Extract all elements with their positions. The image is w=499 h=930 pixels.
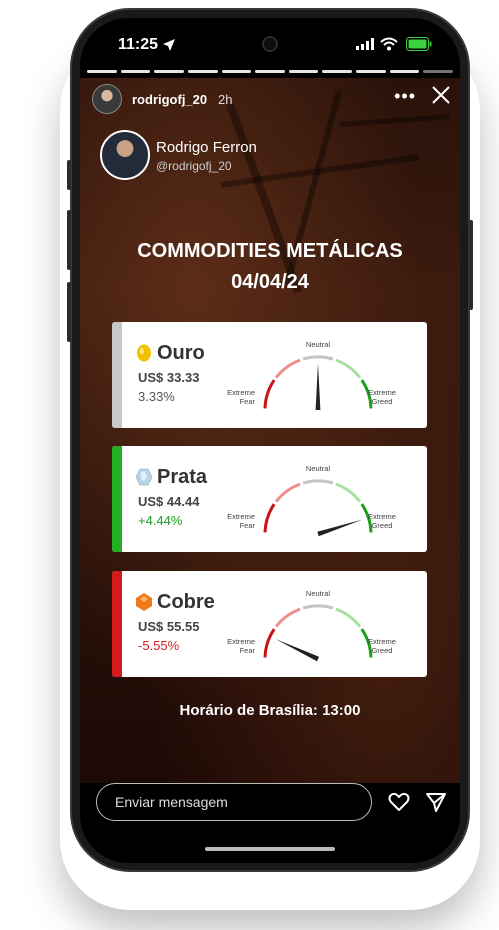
gauge-label-extreme-greed: Greed bbox=[372, 397, 393, 406]
metal-change: 3.33% bbox=[138, 389, 175, 404]
heart-icon[interactable] bbox=[387, 790, 411, 814]
card-stripe bbox=[112, 322, 122, 428]
gauge-label-extreme-fear: Fear bbox=[240, 646, 256, 655]
gold-nugget-icon bbox=[137, 344, 151, 362]
metal-card-cobre: Cobre US$ 55.55 -5.55% Neutral Extreme Fea… bbox=[112, 571, 427, 677]
gauge-label-neutral: Neutral bbox=[306, 340, 331, 349]
gauge-segment-greed bbox=[360, 628, 373, 658]
metal-price: US$ 33.33 bbox=[138, 370, 200, 385]
front-camera bbox=[262, 36, 278, 52]
gauge-label-extreme-fear: Extreme bbox=[227, 388, 255, 397]
card-stripe bbox=[112, 446, 122, 552]
progress-segment bbox=[356, 70, 386, 73]
gauge-segment-greed-light bbox=[335, 607, 362, 628]
metal-price: US$ 44.44 bbox=[138, 494, 200, 509]
progress-segment bbox=[322, 70, 353, 73]
close-icon[interactable] bbox=[430, 84, 452, 106]
metal-card-ouro: Ouro US$ 33.33 3.33% Neutral Extreme Fear E… bbox=[112, 322, 427, 428]
metal-name: Cobre bbox=[157, 591, 215, 613]
gauge-needle bbox=[315, 363, 321, 410]
metal-name: Ouro bbox=[157, 342, 205, 364]
send-message-input[interactable]: Enviar mensagem bbox=[96, 783, 372, 821]
progress-segment bbox=[87, 70, 117, 73]
gauge-label-extreme-greed: Extreme bbox=[368, 637, 396, 646]
story-header: rodrigofj_20 2h ••• bbox=[92, 84, 452, 118]
status-time: 11:25 bbox=[118, 36, 159, 53]
page-title: COMMODITIES METÁLICAS 04/04/24 bbox=[80, 236, 460, 298]
more-options-button[interactable]: ••• bbox=[394, 86, 416, 106]
gauge-segment-greed-light bbox=[335, 358, 362, 379]
gauge-needle bbox=[317, 519, 363, 537]
gauge-segment-fear-light bbox=[274, 607, 301, 628]
progress-segment bbox=[221, 70, 252, 73]
home-indicator bbox=[205, 847, 335, 851]
metal-name: Prata bbox=[157, 466, 208, 488]
metal-card-prata: Prata US$ 44.44 +4.44% Neutral Extreme Fea… bbox=[112, 446, 427, 552]
card-stripe bbox=[112, 571, 122, 677]
story-username[interactable]: rodrigofj_20 bbox=[132, 92, 208, 107]
progress-segment bbox=[389, 70, 420, 73]
mute-switch bbox=[67, 160, 71, 190]
copper-gem-icon bbox=[136, 593, 152, 611]
volume-up-button bbox=[67, 210, 71, 270]
gauge-segment-neutral bbox=[302, 355, 334, 361]
gauge-segment-fear bbox=[263, 503, 276, 533]
volume-down-button bbox=[67, 282, 71, 342]
gauge-label-extreme-fear: Extreme bbox=[227, 637, 255, 646]
silver-crystal-icon bbox=[135, 468, 153, 486]
progress-segment bbox=[255, 70, 285, 73]
status-bar: 11:25 bbox=[80, 18, 460, 68]
title-line-2: 04/04/24 bbox=[231, 271, 309, 293]
metal-change: +4.44% bbox=[138, 513, 183, 528]
profile-handle: @rodrigofj_20 bbox=[156, 159, 232, 173]
progress-segment bbox=[187, 70, 218, 73]
gauge-segment-greed bbox=[360, 503, 373, 533]
phone-screen: 11:25 rodrigofj_20 2h ••• Rodri bbox=[80, 18, 460, 863]
gauge-segment-fear bbox=[263, 379, 276, 409]
progress-segment bbox=[423, 70, 454, 73]
gauge-segment-fear-light bbox=[274, 358, 301, 379]
gauge-label-extreme-greed: Extreme bbox=[368, 388, 396, 397]
gauge-segment-neutral bbox=[302, 604, 334, 610]
story-user-avatar[interactable] bbox=[92, 84, 122, 114]
gauge-label-extreme-greed: Greed bbox=[372, 646, 393, 655]
gauge-segment-neutral bbox=[302, 479, 334, 485]
progress-segment bbox=[120, 70, 151, 73]
gauge-segment-fear bbox=[263, 628, 276, 658]
send-icon[interactable] bbox=[424, 790, 448, 814]
gauge-needle bbox=[275, 639, 319, 662]
gauge-label-neutral: Neutral bbox=[306, 589, 331, 598]
progress-segment bbox=[154, 70, 184, 73]
gauge-segment-greed bbox=[360, 379, 373, 409]
signal-icon bbox=[356, 38, 374, 50]
progress-segment bbox=[288, 70, 319, 73]
gauge-label-extreme-greed: Greed bbox=[372, 521, 393, 530]
story-elapsed-time: 2h bbox=[218, 92, 233, 107]
story-progress-bar bbox=[87, 70, 454, 73]
metal-price: US$ 55.55 bbox=[138, 619, 200, 634]
location-arrow-icon bbox=[163, 39, 175, 51]
gauge-label-extreme-greed: Extreme bbox=[368, 512, 396, 521]
profile-avatar bbox=[100, 130, 150, 180]
power-button bbox=[469, 220, 473, 310]
gauge-label-extreme-fear: Fear bbox=[240, 521, 256, 530]
wifi-icon bbox=[380, 37, 398, 51]
metal-change: -5.55% bbox=[138, 638, 180, 653]
title-line-1: COMMODITIES METÁLICAS bbox=[137, 240, 403, 262]
gauge-segment-fear-light bbox=[274, 482, 301, 503]
gauge-label-neutral: Neutral bbox=[306, 464, 331, 473]
footer-time-label: Horário de Brasília: 13:00 bbox=[179, 702, 361, 719]
story-background bbox=[80, 78, 460, 783]
gauge-label-extreme-fear: Fear bbox=[240, 397, 256, 406]
gauge-label-extreme-fear: Extreme bbox=[227, 512, 255, 521]
battery-icon bbox=[406, 37, 432, 51]
profile-name: Rodrigo Ferron bbox=[156, 139, 257, 156]
gauge-segment-greed-light bbox=[335, 482, 362, 503]
